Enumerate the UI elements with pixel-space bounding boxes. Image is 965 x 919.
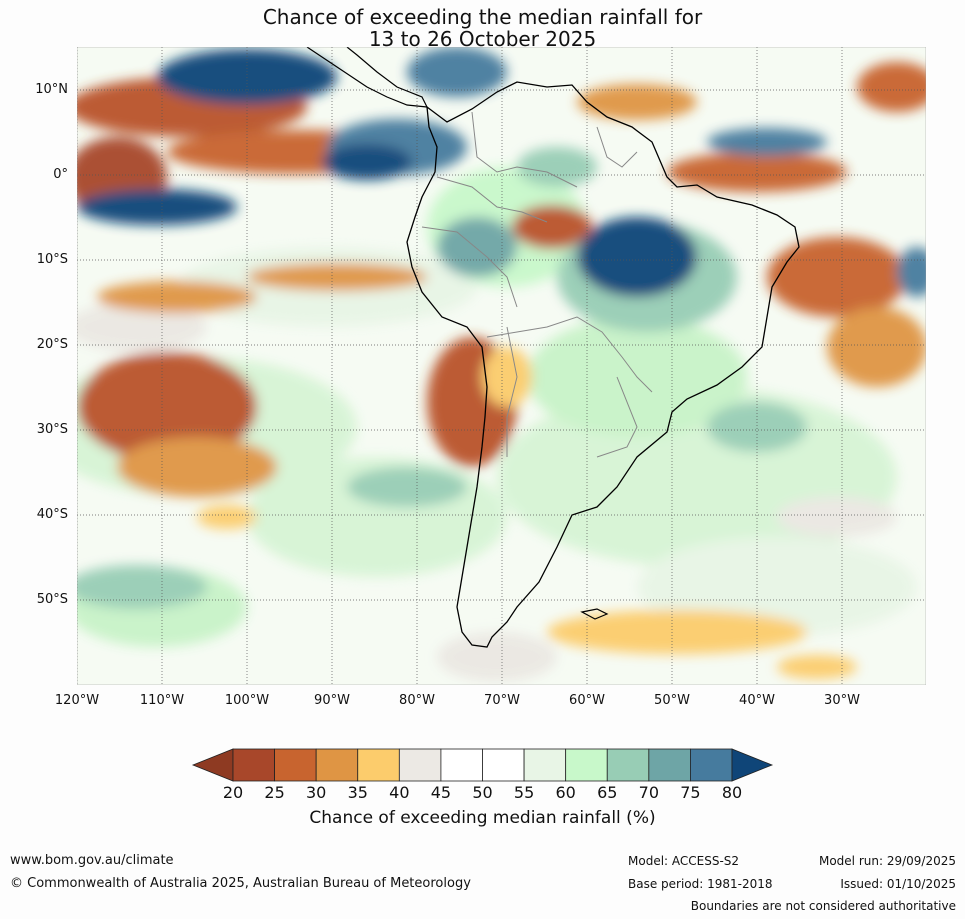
falkland-islands <box>580 608 609 620</box>
lon-label-90w: 90°W <box>314 693 350 708</box>
lat-label-50s: 50°S <box>36 592 68 607</box>
copyright-text: © Commonwealth of Australia 2025, Austra… <box>10 876 471 891</box>
lon-label-30w: 30°W <box>824 693 860 708</box>
model-text: Model: ACCESS-S2 <box>628 854 740 868</box>
colorbar-segment <box>357 748 400 782</box>
lon-label-40w: 40°W <box>739 693 775 708</box>
colorbar-segment <box>482 748 525 782</box>
lat-label-40s: 40°S <box>36 507 68 522</box>
colorbar-tick-label: 50 <box>472 783 493 802</box>
lon-label-70w: 70°W <box>484 693 520 708</box>
rain-anomaly-field <box>77 47 926 682</box>
lon-label-100w: 100°W <box>224 693 270 708</box>
website-link[interactable]: www.bom.gov.au/climate <box>10 853 174 868</box>
rainfall-map <box>77 47 926 685</box>
graticule <box>77 47 926 685</box>
colorbar-tick-label: 40 <box>389 783 410 802</box>
base-period-text: Base period: 1981-2018 <box>628 877 773 891</box>
colorbar-tick-label: 20 <box>222 783 244 802</box>
lon-label-110w: 110°W <box>139 693 185 708</box>
lon-label-120w: 120°W <box>54 693 100 708</box>
colorbar-segment <box>398 748 442 782</box>
lat-label-0: 0° <box>53 167 68 182</box>
colorbar-tick-label: 30 <box>305 783 327 802</box>
south-america-coastline <box>406 81 800 648</box>
lat-label-10s: 10°S <box>36 252 68 267</box>
colorbar-segment <box>232 748 275 782</box>
colorbar-segment <box>274 748 317 782</box>
colorbar-tick-label: 70 <box>638 783 659 802</box>
model-run-text: Model run: 29/09/2025 <box>818 854 956 868</box>
colorbar-under-arrow <box>191 748 234 782</box>
lat-label-10n: 10°N <box>35 82 68 97</box>
colorbar-tick-label: 55 <box>513 783 535 802</box>
colorbar-segment <box>690 748 733 782</box>
central-america-coastline <box>306 47 429 108</box>
map-title-line1: Chance of exceeding the median rainfall … <box>262 5 703 29</box>
lat-label-30s: 30°S <box>36 422 68 437</box>
colorbar-tick-label: 25 <box>264 783 285 802</box>
lon-label-50w: 50°W <box>654 693 690 708</box>
boundaries-disclaimer: Boundaries are not considered authoritat… <box>690 899 956 913</box>
colorbar-tick-label: 35 <box>347 783 368 802</box>
lat-label-20s: 20°S <box>36 337 68 352</box>
colorbar <box>191 748 774 782</box>
colorbar-segment <box>440 748 483 782</box>
map-title-line2: 13 to 26 October 2025 <box>368 27 597 51</box>
colorbar-segment <box>606 748 650 782</box>
colorbar-label: Chance of exceeding median rainfall (%) <box>309 808 656 828</box>
colorbar-tick-label: 60 <box>555 783 576 802</box>
colorbar-segment <box>523 748 567 782</box>
colorbar-segment <box>315 748 359 782</box>
colorbar-tick-label: 80 <box>721 783 743 802</box>
lon-label-60w: 60°W <box>569 693 605 708</box>
colorbar-tick-label: 65 <box>597 783 618 802</box>
country-borders <box>421 111 653 458</box>
colorbar-segment <box>648 748 691 782</box>
colorbar-tick-label: 75 <box>680 783 701 802</box>
issued-text: Issued: 01/10/2025 <box>840 877 956 891</box>
colorbar-tick-label: 45 <box>430 783 452 802</box>
colorbar-segment <box>565 748 608 782</box>
lon-label-80w: 80°W <box>399 693 435 708</box>
colorbar-over-arrow <box>731 748 774 782</box>
